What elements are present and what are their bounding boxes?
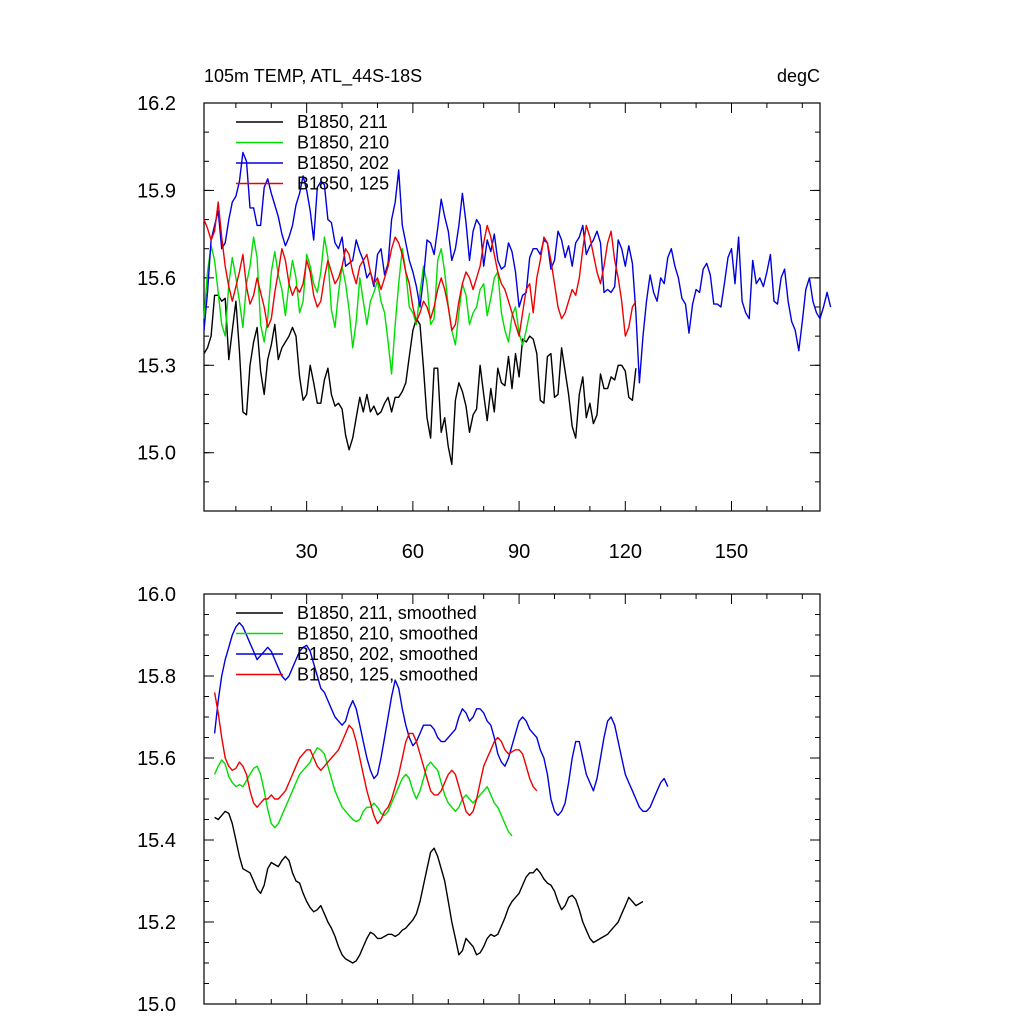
legend-label: B1850, 210 [297, 133, 389, 153]
bottom-series-line-3 [213, 692, 538, 825]
x-tick-label: 90 [508, 541, 530, 563]
y-tick-label: 15.8 [137, 666, 176, 688]
legend-label: B1850, 202, smoothed [297, 644, 478, 664]
y-tick-label: 15.6 [137, 748, 176, 770]
y-tick-label: 15.9 [137, 180, 176, 202]
y-tick-label: 16.2 [137, 93, 176, 115]
bottom-series-lines [213, 622, 669, 964]
bottom-series-line-0 [214, 810, 644, 964]
top-x-axis: 30 60 90 120 150 [235, 103, 803, 563]
legend-label: B1850, 125, smoothed [297, 665, 478, 685]
top-series-line-2 [203, 151, 832, 384]
x-tick-label: 30 [296, 541, 318, 563]
x-tick-label: 60 [402, 541, 424, 563]
top-series-line-3 [203, 201, 637, 337]
bottom-panel: 15.0 15.2 15.4 15.6 15.8 16.0 B1850, 211, smo… [137, 584, 821, 1016]
bottom-series-line-1 [213, 747, 513, 837]
legend-label: B1850, 125 [297, 174, 389, 194]
y-tick-label: 15.0 [137, 443, 176, 465]
bottom-x-axis [235, 594, 803, 1004]
bottom-series-line-2 [213, 622, 669, 817]
bottom-y-axis: 15.0 15.2 15.4 15.6 15.8 16.0 [137, 584, 820, 1016]
y-tick-label: 15.3 [137, 355, 176, 377]
y-tick-label: 15.0 [137, 994, 176, 1016]
y-tick-label: 16.0 [137, 584, 176, 606]
y-tick-label: 15.4 [137, 830, 176, 852]
top-y-axis: 15.0 15.3 15.6 15.9 16.2 [137, 93, 820, 512]
legend-label: B1850, 210, smoothed [297, 624, 478, 644]
top-series-lines [203, 151, 832, 466]
y-tick-label: 15.6 [137, 268, 176, 290]
units-label: degC [777, 66, 820, 86]
y-tick-label: 15.2 [137, 912, 176, 934]
legend-label: B1850, 211, smoothed [297, 603, 477, 623]
chart-title: 105m TEMP, ATL_44S-18S [204, 66, 422, 87]
top-series-line-0 [203, 294, 637, 466]
x-tick-label: 150 [715, 541, 748, 563]
legend-label: B1850, 202 [297, 153, 389, 173]
legend-label: B1850, 211 [297, 112, 388, 132]
top-panel: 105m TEMP, ATL_44S-18S degC 15.0 15.3 15.6… [137, 66, 832, 563]
x-tick-label: 120 [609, 541, 642, 563]
